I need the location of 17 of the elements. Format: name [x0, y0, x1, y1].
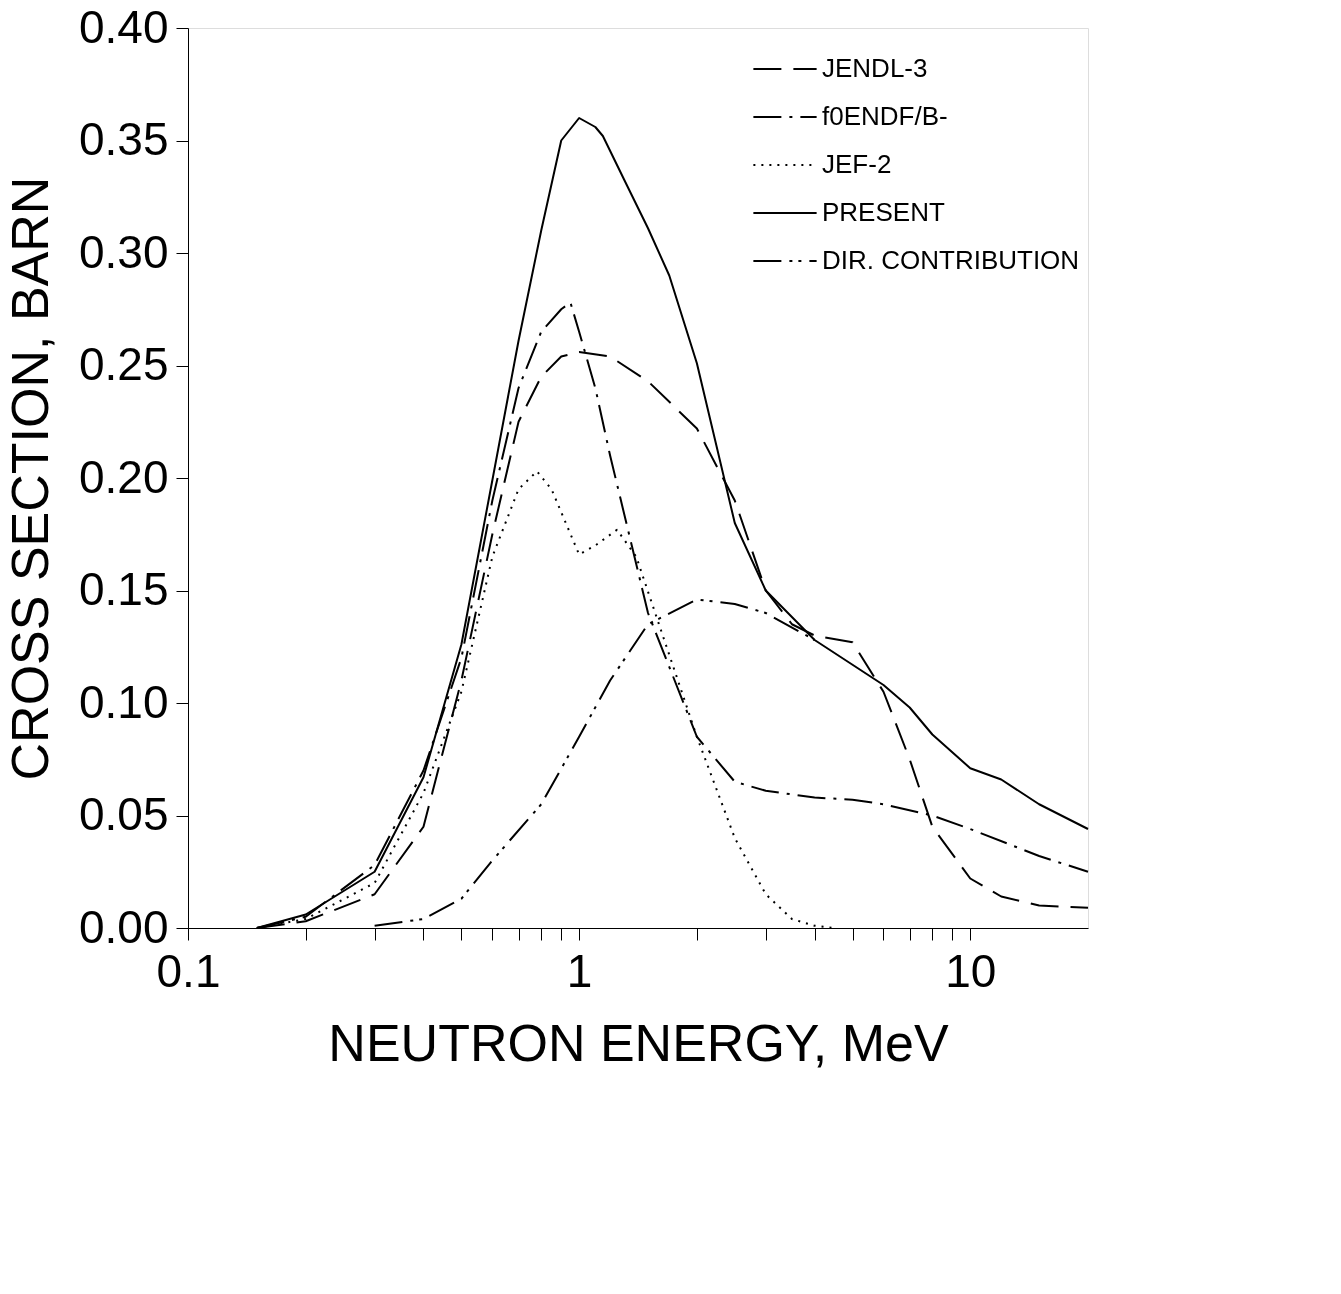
- x-axis-title: NEUTRON ENERGY, MeV: [328, 1013, 949, 1072]
- y-tick-label: 0.10: [78, 675, 169, 728]
- y-axis-title: CROSS SECTION, BARN: [0, 176, 59, 781]
- y-tick-label: 0.15: [78, 563, 169, 615]
- legend-label: PRESENT: [822, 197, 945, 227]
- legend-label: JEF-2: [822, 149, 892, 179]
- y-tick-label: 0.25: [78, 338, 169, 390]
- y-tick-label: 0.40: [78, 0, 169, 53]
- x-tick-label: 1: [566, 944, 593, 997]
- x-tick-label: 10: [945, 944, 997, 997]
- legend-label: JENDL-3: [822, 53, 928, 83]
- legend-label: f0ENDF/B-: [822, 101, 948, 131]
- y-tick-label: 0.35: [78, 113, 169, 165]
- y-tick-label: 0.30: [78, 225, 169, 278]
- legend-label: DIR. CONTRIBUTION: [822, 245, 1080, 275]
- y-tick-label: 0.05: [78, 788, 169, 840]
- y-tick-label: 0.20: [78, 450, 169, 503]
